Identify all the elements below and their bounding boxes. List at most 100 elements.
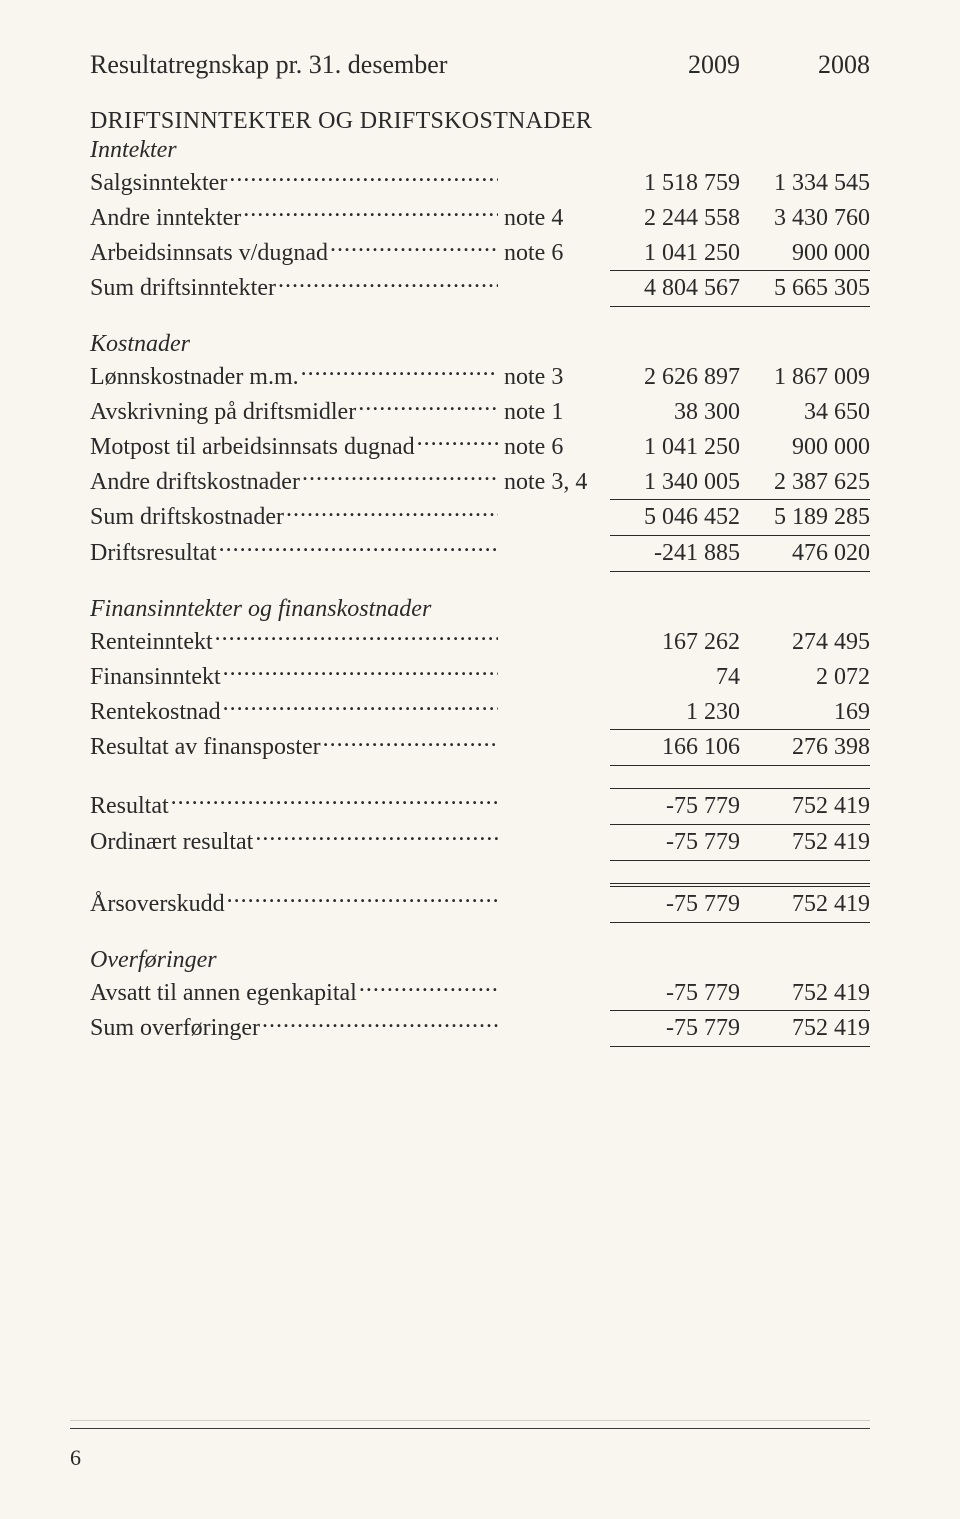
value-2009: -75 779 [610, 789, 740, 824]
leader-dots [302, 465, 498, 489]
note: note 6 [500, 430, 610, 465]
label: Motpost til arbeidsinnsats dugnad [90, 430, 415, 465]
leader-dots [223, 695, 498, 719]
row-sum-overforinger: Sum overføringer -75 779 752 419 [90, 1011, 870, 1046]
page-title: Resultatregnskap pr. 31. desember [90, 50, 610, 80]
value-2008: 900 000 [740, 430, 870, 465]
note: note 6 [500, 236, 610, 271]
leader-dots [278, 271, 498, 295]
leader-dots [286, 500, 498, 524]
row-andre-inntekter: Andre inntekter note 4 2 244 558 3 430 7… [90, 201, 870, 236]
value-2009: 1 340 005 [610, 465, 740, 500]
rule [610, 1046, 870, 1047]
label: Rentekostnad [90, 695, 221, 730]
label: Sum overføringer [90, 1011, 260, 1046]
row-salgsinntekter: Salgsinntekter 1 518 759 1 334 545 [90, 166, 870, 201]
value-2008: 274 495 [740, 625, 870, 660]
value-2009: 38 300 [610, 395, 740, 430]
row-arsoverskudd: Årsoverskudd -75 779 752 419 [90, 887, 870, 922]
value-2008: 5 189 285 [740, 500, 870, 535]
value-2008: 1 334 545 [740, 166, 870, 201]
row-arbeidsinnsats: Arbeidsinnsats v/dugnad note 6 1 041 250… [90, 236, 870, 271]
value-2009: 2 244 558 [610, 201, 740, 236]
leader-dots [262, 1011, 498, 1035]
leader-dots [417, 430, 498, 454]
value-2008: 752 419 [740, 1011, 870, 1046]
value-2009: -75 779 [610, 976, 740, 1011]
subheading-inntekter: Inntekter [90, 137, 870, 164]
leader-dots [323, 730, 498, 754]
value-2009: -75 779 [610, 1011, 740, 1046]
value-2008: 752 419 [740, 887, 870, 922]
value-2008: 752 419 [740, 976, 870, 1011]
leader-dots [243, 201, 498, 225]
page-number: 6 [70, 1445, 81, 1471]
value-2009: 74 [610, 660, 740, 695]
title-row: Resultatregnskap pr. 31. desember 2009 2… [90, 50, 870, 80]
year-2009: 2009 [610, 50, 740, 80]
value-2008: 169 [740, 695, 870, 730]
value-2008: 2 072 [740, 660, 870, 695]
value-2008: 476 020 [740, 536, 870, 571]
value-2008: 752 419 [740, 789, 870, 824]
leader-dots [359, 976, 498, 1000]
leader-dots [229, 166, 498, 190]
row-driftsresultat: Driftsresultat -241 885 476 020 [90, 536, 870, 571]
leader-dots [330, 236, 498, 260]
value-2008: 34 650 [740, 395, 870, 430]
value-2009: 2 626 897 [610, 360, 740, 395]
label: Driftsresultat [90, 536, 217, 571]
note: note 3, 4 [500, 465, 610, 500]
label: Salgsinntekter [90, 166, 227, 201]
footer-rule [70, 1428, 870, 1429]
value-2009: -75 779 [610, 887, 740, 922]
leader-dots [358, 395, 498, 419]
value-2008: 2 387 625 [740, 465, 870, 500]
value-2009: 1 041 250 [610, 236, 740, 271]
row-sum-driftskostnader: Sum driftskostnader 5 046 452 5 189 285 [90, 500, 870, 535]
leader-dots [227, 887, 498, 911]
value-2008: 900 000 [740, 236, 870, 271]
row-avskrivning: Avskrivning på driftsmidler note 1 38 30… [90, 395, 870, 430]
row-rentekostnad: Rentekostnad 1 230 169 [90, 695, 870, 730]
row-avsatt-egenkapital: Avsatt til annen egenkapital -75 779 752… [90, 976, 870, 1011]
value-2009: -75 779 [610, 825, 740, 860]
row-ordinaert-resultat: Ordinært resultat -75 779 752 419 [90, 825, 870, 860]
value-2008: 1 867 009 [740, 360, 870, 395]
label: Sum driftsinntekter [90, 271, 276, 306]
label: Lønnskostnader m.m. [90, 360, 299, 395]
label: Arbeidsinnsats v/dugnad [90, 236, 328, 271]
label: Ordinært resultat [90, 825, 253, 860]
label: Finansinntekt [90, 660, 221, 695]
label: Resultat av finansposter [90, 730, 321, 765]
value-2009: 4 804 567 [610, 271, 740, 306]
subheading-overforinger: Overføringer [90, 947, 870, 974]
row-andre-driftskostnader: Andre driftskostnader note 3, 4 1 340 00… [90, 465, 870, 500]
label: Årsoverskudd [90, 887, 225, 922]
value-2009: -241 885 [610, 536, 740, 571]
value-2008: 5 665 305 [740, 271, 870, 306]
section-heading-driftsinntekter: DRIFTSINNTEKTER OG DRIFTSKOSTNADER [90, 108, 870, 135]
leader-dots [301, 360, 498, 384]
leader-dots [223, 660, 498, 684]
row-sum-driftsinntekter: Sum driftsinntekter 4 804 567 5 665 305 [90, 271, 870, 306]
value-2009: 167 262 [610, 625, 740, 660]
value-2009: 1 041 250 [610, 430, 740, 465]
label: Resultat [90, 789, 169, 824]
subheading-kostnader: Kostnader [90, 331, 870, 358]
value-2008: 752 419 [740, 825, 870, 860]
label: Renteinntekt [90, 625, 213, 660]
value-2009: 1 230 [610, 695, 740, 730]
note: note 4 [500, 201, 610, 236]
row-motpost: Motpost til arbeidsinnsats dugnad note 6… [90, 430, 870, 465]
note: note 1 [500, 395, 610, 430]
value-2009: 166 106 [610, 730, 740, 765]
row-finansinntekt: Finansinntekt 74 2 072 [90, 660, 870, 695]
row-resultat: Resultat -75 779 752 419 [90, 789, 870, 824]
row-lonnskostnader: Lønnskostnader m.m. note 3 2 626 897 1 8… [90, 360, 870, 395]
label: Sum driftskostnader [90, 500, 284, 535]
leader-dots [215, 625, 498, 649]
value-2009: 1 518 759 [610, 166, 740, 201]
label: Avskrivning på driftsmidler [90, 395, 356, 430]
row-resultat-finansposter: Resultat av finansposter 166 106 276 398 [90, 730, 870, 765]
